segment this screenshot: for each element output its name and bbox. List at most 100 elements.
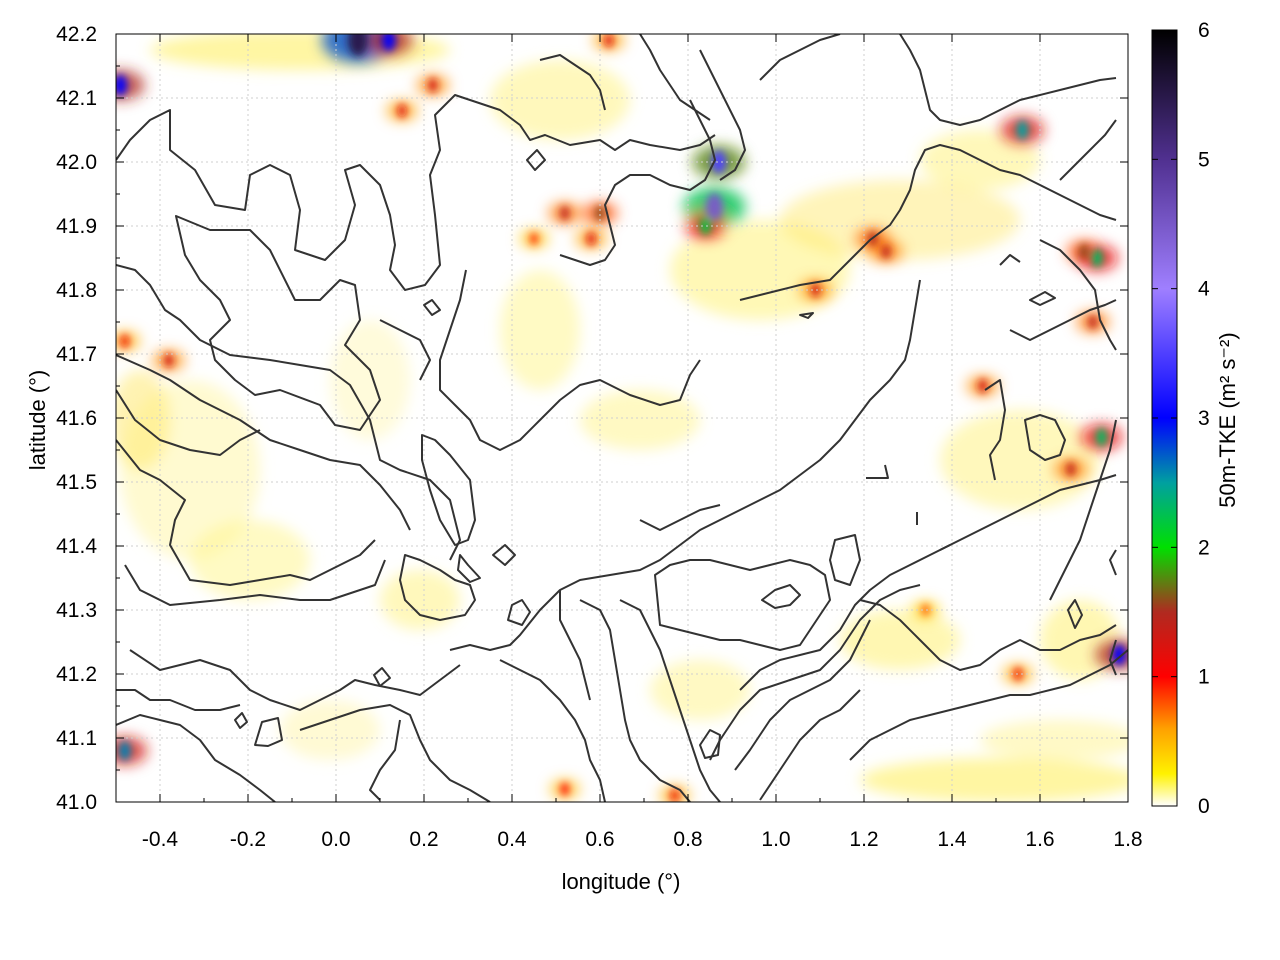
colorbar-ticks: 0 1 2 3 4 5 6 [1152, 19, 1210, 818]
tke-hotspot [118, 741, 132, 761]
contour-line [709, 584, 921, 761]
contour-line [699, 49, 746, 181]
y-tick-label: 41.7 [56, 343, 97, 366]
contour-line [129, 649, 461, 711]
tke-hotspot [811, 283, 821, 297]
contour-line [379, 319, 431, 381]
contour-line [1049, 419, 1117, 601]
contour-line [761, 584, 801, 609]
tke-hotspot [699, 217, 712, 235]
tke-hotspot [530, 232, 538, 245]
contour-line [849, 649, 1128, 761]
contour-line [1109, 639, 1117, 676]
contour-line [1109, 549, 1117, 576]
y-tick-label: 41.3 [56, 599, 97, 622]
y-axis-ticks: 41.0 41.1 41.2 41.3 41.4 41.5 41.6 41.7 41.8 41.9… [56, 23, 1128, 814]
contour-line [421, 434, 476, 546]
colorbar-tick-label: 6 [1198, 19, 1210, 42]
contour-line [299, 704, 491, 802]
tke-hotspot [560, 782, 569, 796]
tke-hotspot [978, 379, 988, 393]
contour-line [639, 34, 711, 121]
tke-hotspot [116, 74, 128, 96]
contour-line [1024, 414, 1066, 461]
contour-line [175, 215, 381, 431]
tke-hotspot [120, 334, 129, 348]
tke-hotspot [1088, 314, 1098, 330]
x-tick-label: 1.6 [1025, 828, 1054, 851]
x-tick-label: 1.4 [937, 828, 967, 851]
contour-line [999, 254, 1021, 266]
tke-hotspot [711, 150, 727, 174]
contour-line [1029, 291, 1056, 306]
contour-line [899, 34, 1117, 126]
contour-line [116, 264, 461, 561]
y-tick-label: 42.0 [56, 151, 97, 174]
contour-line [526, 149, 546, 171]
tke-hotspot [1079, 244, 1089, 260]
colorbar-tick-label: 4 [1198, 278, 1210, 301]
contour-line [399, 554, 476, 621]
y-tick-label: 41.6 [56, 407, 97, 430]
contour-line [579, 599, 691, 802]
colorbar-tick-label: 3 [1198, 407, 1210, 430]
contour-line [439, 269, 701, 451]
y-tick-label: 42.2 [56, 23, 97, 46]
plot-area [116, 34, 1128, 802]
contour-line [1009, 299, 1117, 341]
x-tick-label: 1.2 [849, 828, 878, 851]
contour-line [1067, 599, 1083, 629]
contour-line [984, 379, 1006, 481]
contour-line [739, 544, 951, 691]
colorbar: 0 1 2 3 4 5 6 50m-TKE (m² s⁻²) [1151, 19, 1240, 818]
y-tick-label: 41.9 [56, 215, 97, 238]
contour-line [559, 590, 591, 701]
x-tick-label: 0.6 [585, 828, 614, 851]
colorbar-tick-label: 0 [1198, 795, 1210, 818]
contour-line [654, 559, 831, 651]
y-axis-label: latitude (°) [25, 370, 50, 471]
colorbar-tick-label: 5 [1198, 148, 1210, 171]
tke-hotspot [164, 353, 174, 368]
tke-hotspot [382, 34, 396, 51]
contour-line [759, 689, 861, 801]
contour-line [492, 544, 516, 566]
tke-hotspot [586, 232, 596, 246]
tke-hotspot [881, 244, 891, 259]
tke-hotspot [1095, 428, 1108, 447]
x-tick-label: 0.2 [409, 828, 438, 851]
terrain-contours [116, 34, 1128, 802]
contour-line [939, 474, 1117, 551]
colorbar-tick-label: 1 [1198, 666, 1210, 689]
contour-line [507, 599, 531, 626]
contour-line [373, 667, 391, 687]
contour-line [866, 464, 889, 479]
colorbar-tick-label: 2 [1198, 536, 1210, 559]
contour-line [116, 439, 376, 586]
contour-line [759, 34, 841, 81]
contour-line [449, 279, 921, 651]
contour-line [457, 554, 481, 583]
contour-line [369, 719, 401, 801]
x-tick-label: 0.4 [497, 828, 527, 851]
contour-line [124, 559, 386, 606]
y-tick-label: 41.0 [56, 791, 97, 814]
tke-hotspot [670, 789, 679, 802]
contour-line [699, 729, 721, 759]
x-tick-label: 1.0 [761, 828, 790, 851]
colorbar-label: 50m-TKE (m² s⁻²) [1215, 332, 1240, 507]
contour-line [116, 689, 241, 711]
contour-line [1039, 239, 1117, 351]
tke-hotspots [116, 34, 1128, 802]
x-tick-label: 0.0 [321, 828, 350, 851]
x-tick-label: -0.2 [230, 828, 266, 851]
x-tick-label: 1.8 [1113, 828, 1142, 851]
contour-line [499, 659, 606, 802]
tke-hotspot [705, 193, 724, 221]
contour-line [423, 299, 441, 316]
contour-line [639, 504, 721, 531]
tke-field [116, 34, 1128, 802]
contour-line [116, 389, 261, 456]
contour-line [254, 717, 283, 747]
